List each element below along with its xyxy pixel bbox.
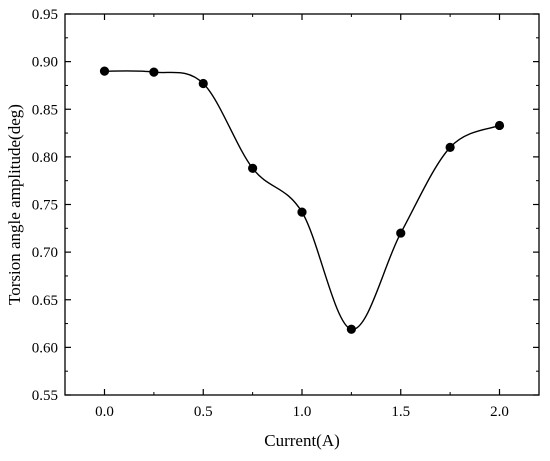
data-point [396, 228, 406, 238]
y-tick-label: 0.70 [32, 245, 58, 261]
data-point [99, 66, 110, 76]
y-tick-label: 0.65 [32, 293, 58, 309]
data-point [198, 78, 208, 89]
x-tick-label: 0.0 [95, 404, 114, 420]
x-tick-label: 0.5 [194, 404, 213, 420]
series-line [104, 70, 500, 330]
y-tick-label: 0.60 [32, 340, 58, 356]
y-tick-label: 0.90 [32, 55, 58, 71]
axis-ticks: 0.0 0.5 1.0 1.5 2.0 0.55 0.60 0.65 0.70 0.75 0.80 0… [32, 7, 539, 420]
x-tick-label: 1.5 [391, 404, 410, 420]
x-axis-label: Current(A) [264, 431, 340, 450]
data-point [494, 120, 505, 131]
data-point [297, 207, 307, 217]
y-tick-label: 0.85 [32, 102, 58, 118]
y-tick-label: 0.55 [32, 388, 58, 404]
y-tick-label: 0.80 [32, 150, 58, 166]
y-tick-label: 0.75 [32, 198, 58, 214]
x-tick-label: 1.0 [293, 404, 312, 420]
x-tick-label: 2.0 [490, 404, 509, 420]
series-markers [99, 66, 505, 334]
data-point [149, 67, 159, 77]
data-point [248, 163, 258, 173]
data-point [346, 324, 356, 334]
y-axis-label: Torsion angle amplitude(deg) [5, 104, 24, 305]
data-point [445, 142, 455, 152]
y-tick-label: 0.95 [32, 7, 58, 23]
